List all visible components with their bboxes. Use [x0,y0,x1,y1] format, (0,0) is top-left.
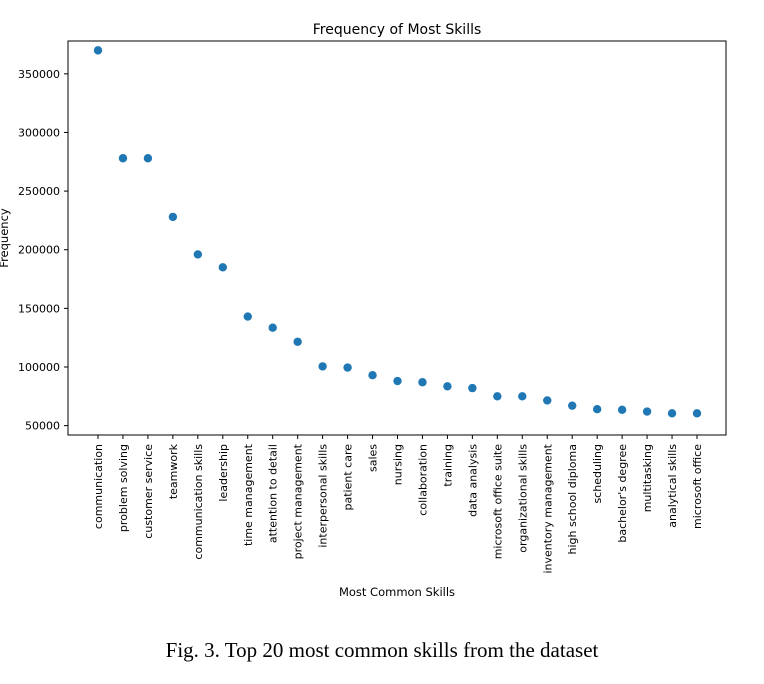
y-tick-label: 350000 [18,68,60,81]
x-tick-label: communication [92,444,105,529]
data-point [168,212,178,222]
data-point [568,401,577,410]
x-tick-label: high school diploma [566,444,579,555]
figure-caption: Fig. 3. Top 20 most common skills from t… [165,638,599,662]
data-point [692,409,702,418]
x-tick-label: microsoft office [691,444,704,529]
data-points [93,46,702,418]
data-point [543,396,552,405]
x-tick-label: data analysis [466,444,479,517]
x-tick-label: customer service [142,444,155,539]
x-tick-label: interpersonal skills [317,444,330,548]
x-axis: communication problem solving customer ser… [92,435,704,574]
chart-title: Frequency of Most Skills [313,22,482,38]
data-point [193,250,203,259]
data-point [343,363,352,372]
x-tick-label: collaboration [416,444,429,516]
y-tick-label: 250000 [18,185,60,198]
x-tick-label: analytical skills [666,444,679,528]
x-tick-label: microsoft office suite [491,444,504,560]
data-point [143,154,153,163]
y-tick-label: 300000 [18,126,60,139]
data-point [268,323,277,332]
data-point [617,405,627,414]
data-point [393,376,402,386]
data-point [118,154,128,163]
data-point [642,407,652,416]
x-tick-label: bachelor's degree [616,444,629,543]
x-tick-label: multitasking [641,444,654,512]
x-tick-label: sales [367,444,380,472]
x-tick-label: project management [292,443,305,559]
y-tick-label: 150000 [18,302,60,315]
data-point [493,392,502,401]
x-tick-label: time management [242,443,255,546]
x-tick-label: organizational skills [516,444,529,553]
x-tick-label: communication skills [192,444,205,560]
data-point [518,392,527,401]
x-axis-label: Most Common Skills [339,585,455,599]
chart: Frequency of Most Skills Most Common Ski… [0,22,727,599]
y-axis: 50000 100000 150000 200000 250000 300000 35000… [18,68,68,433]
data-point [592,405,602,414]
y-axis-label: Frequency [0,208,11,268]
data-point [667,409,677,418]
x-tick-label: leadership [217,444,230,502]
x-tick-label: nursing [392,444,405,485]
y-tick-label: 200000 [18,244,60,257]
x-tick-label: problem solving [117,444,130,532]
data-point [443,382,452,391]
y-tick-label: 100000 [18,361,60,374]
data-point [368,370,377,380]
plot-frame [67,40,727,436]
data-point [418,378,427,387]
x-tick-label: teamwork [167,443,180,499]
x-tick-label: attention to detail [267,444,280,543]
data-point [243,312,252,321]
x-tick-label: training [441,444,454,487]
x-tick-label: scheduling [591,444,604,504]
data-point [293,337,302,346]
data-point [318,362,327,371]
y-tick-label: 50000 [25,420,60,433]
data-point [93,46,103,55]
x-tick-label: inventory management [541,443,554,573]
data-point [218,263,227,272]
x-tick-label: patient care [342,444,355,511]
data-point [468,383,477,393]
